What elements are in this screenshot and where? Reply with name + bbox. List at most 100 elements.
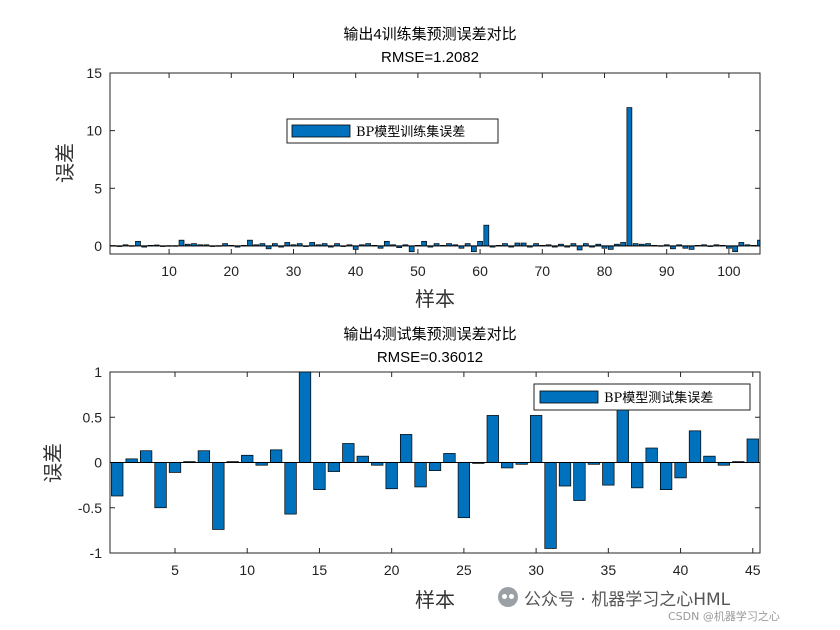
x-tick-label: 10 bbox=[239, 562, 255, 578]
bar bbox=[746, 438, 759, 463]
x-axis-label: 样本 bbox=[415, 589, 455, 612]
bar bbox=[298, 371, 312, 463]
y-axis-label: 误差 bbox=[54, 143, 77, 183]
bar bbox=[385, 462, 398, 490]
bar bbox=[428, 462, 442, 471]
watermark-text: 公众号 · 机器学习之心HML bbox=[524, 589, 731, 610]
bar bbox=[327, 462, 341, 472]
bar bbox=[486, 415, 499, 463]
chart-title: 输出4测试集预测误差对比 bbox=[343, 326, 516, 343]
bar-group bbox=[110, 107, 761, 253]
bar bbox=[269, 449, 283, 463]
bar bbox=[399, 434, 413, 463]
bar bbox=[688, 430, 702, 463]
y-tick-label: 1 bbox=[94, 364, 102, 380]
y-tick-label: 0 bbox=[94, 238, 102, 254]
bar bbox=[383, 240, 390, 247]
legend: BP模型训练集误差 bbox=[286, 118, 499, 144]
bar bbox=[738, 242, 745, 247]
bar bbox=[645, 447, 658, 463]
bar bbox=[471, 245, 477, 253]
bar bbox=[356, 455, 369, 463]
x-tick-label: 100 bbox=[717, 263, 741, 279]
bar bbox=[408, 245, 415, 253]
bar bbox=[483, 224, 490, 247]
x-tick-label: 40 bbox=[348, 263, 364, 279]
bar bbox=[139, 450, 153, 463]
test-error-chart: 输出4测试集预测误差对比 RMSE=0.36012 5 10 15 20 25 30 35 4… bbox=[42, 326, 761, 612]
bar bbox=[631, 462, 644, 489]
chart-subtitle: RMSE=1.2082 bbox=[381, 49, 479, 66]
y-tick-label: -1 bbox=[90, 545, 103, 561]
bar bbox=[659, 462, 673, 490]
x-tick-label: 70 bbox=[535, 263, 551, 279]
x-tick-label: 80 bbox=[597, 263, 613, 279]
bar bbox=[501, 462, 514, 469]
bar bbox=[602, 462, 615, 486]
x-tick-label: 15 bbox=[312, 562, 328, 578]
legend-swatch bbox=[291, 124, 351, 138]
bar bbox=[529, 415, 543, 463]
bar bbox=[558, 462, 572, 487]
bar bbox=[477, 240, 483, 247]
y-axis-label: 误差 bbox=[42, 443, 65, 483]
bar bbox=[352, 245, 359, 250]
bar bbox=[443, 453, 456, 463]
legend: BP模型测试集误差 bbox=[533, 383, 751, 411]
bar bbox=[607, 245, 614, 250]
plot-area bbox=[109, 72, 761, 255]
bar bbox=[212, 462, 225, 530]
axis-ticks: 10 20 30 40 50 60 70 80 90 100 0 5 10 15 bbox=[86, 65, 760, 279]
x-axis-label: 样本 bbox=[415, 288, 455, 311]
bar bbox=[757, 239, 761, 247]
chart-subtitle: RMSE=0.36012 bbox=[377, 349, 483, 366]
bar bbox=[674, 462, 687, 479]
legend-swatch bbox=[539, 390, 599, 404]
x-tick-label: 45 bbox=[745, 562, 761, 578]
bar bbox=[313, 462, 326, 490]
bar bbox=[168, 462, 182, 473]
bar bbox=[688, 245, 695, 250]
bar bbox=[309, 242, 316, 247]
train-error-chart: 输出4训练集预测误差对比 RMSE=1.2082 10 20 30 40 50 60 70 8… bbox=[54, 26, 761, 311]
x-tick-label: 50 bbox=[410, 263, 426, 279]
bar bbox=[284, 242, 291, 247]
x-tick-label: 40 bbox=[673, 562, 689, 578]
x-tick-label: 90 bbox=[659, 263, 675, 279]
bar bbox=[732, 245, 738, 253]
csdn-watermark: CSDN @机器学习之心 bbox=[668, 610, 780, 623]
y-tick-label: 5 bbox=[94, 180, 102, 196]
x-tick-label: 20 bbox=[224, 263, 240, 279]
bar bbox=[197, 450, 211, 463]
bar bbox=[620, 242, 626, 247]
y-tick-label: 0 bbox=[94, 455, 102, 471]
x-tick-label: 35 bbox=[601, 562, 617, 578]
bar bbox=[703, 455, 716, 463]
bar bbox=[544, 462, 557, 549]
y-tick-label: 10 bbox=[86, 123, 102, 139]
bar bbox=[154, 462, 167, 509]
bar bbox=[457, 462, 471, 519]
bar bbox=[125, 458, 138, 463]
y-tick-label: 0.5 bbox=[83, 409, 103, 425]
bar bbox=[284, 462, 297, 515]
wechat-icon bbox=[498, 587, 518, 607]
chart-title: 输出4训练集预测误差对比 bbox=[343, 26, 516, 43]
x-tick-label: 5 bbox=[171, 562, 179, 578]
legend-label: BP模型测试集误差 bbox=[604, 390, 713, 406]
bar bbox=[111, 462, 124, 497]
bar bbox=[178, 239, 185, 247]
x-tick-label: 60 bbox=[472, 263, 488, 279]
bar bbox=[414, 462, 427, 488]
y-tick-label: 15 bbox=[86, 65, 102, 81]
bar bbox=[342, 443, 355, 463]
y-tick-label: -0.5 bbox=[78, 500, 102, 516]
watermark: 公众号 · 机器学习之心HML bbox=[498, 585, 731, 610]
bar bbox=[626, 107, 633, 247]
x-tick-label: 10 bbox=[161, 263, 177, 279]
bar bbox=[135, 240, 141, 247]
bar bbox=[573, 462, 586, 501]
x-tick-label: 20 bbox=[384, 562, 400, 578]
bar bbox=[247, 239, 253, 247]
